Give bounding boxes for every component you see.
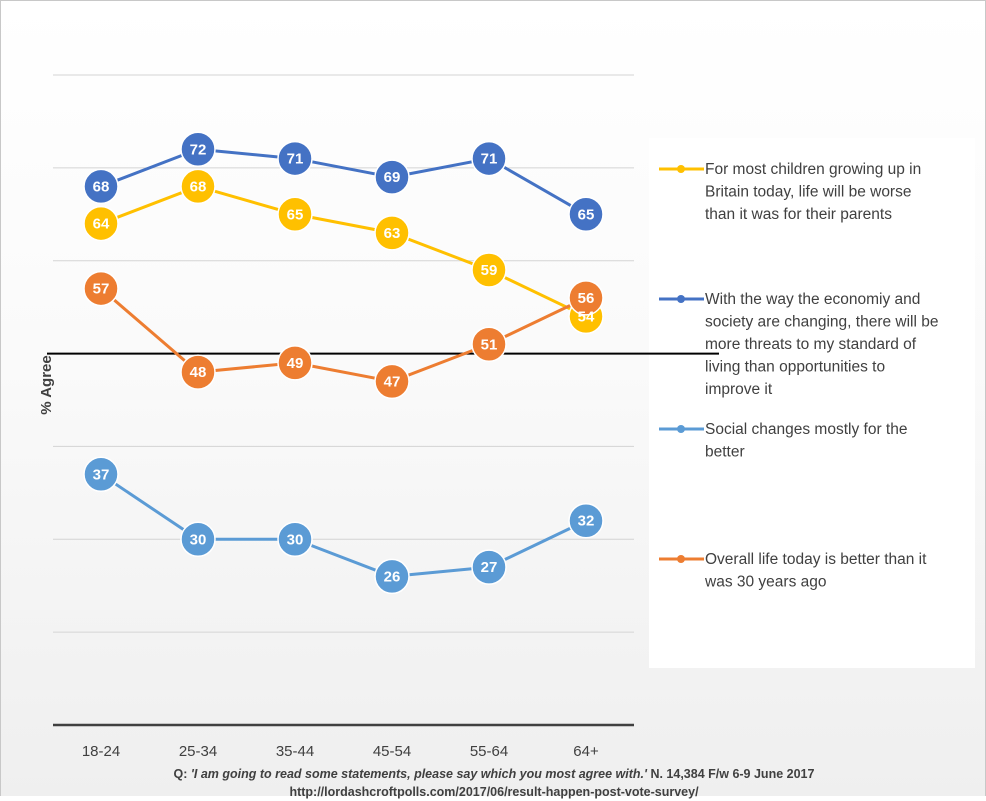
footnote-q-prefix: Q:	[173, 767, 188, 781]
data-label: 49	[287, 355, 304, 372]
x-tick-label: 64+	[573, 743, 599, 760]
legend-entry: Social changes mostly for the better	[659, 421, 907, 461]
data-point	[374, 215, 410, 251]
data-label: 56	[578, 290, 595, 307]
legend-panel	[649, 138, 975, 668]
data-point	[568, 280, 604, 316]
legend-label: was 30 years ago	[704, 574, 827, 591]
data-label: 27	[481, 559, 498, 576]
series-line-2	[100, 147, 587, 216]
data-point	[83, 270, 119, 307]
gridlines	[53, 74, 634, 727]
data-point	[471, 549, 507, 585]
legend-swatch-marker	[677, 425, 685, 433]
legend-label: With the way the economiy and	[705, 291, 920, 308]
data-label: 47	[384, 373, 401, 390]
legend-entry: Overall life today is better than it was …	[659, 551, 927, 591]
data-point	[180, 354, 216, 390]
x-tick-label: 55-64	[470, 743, 508, 760]
data-point	[471, 326, 507, 363]
data-point	[374, 159, 410, 195]
footnote-sample: N. 14,384 F/w 6-9 June 2017	[646, 767, 815, 781]
data-point	[277, 196, 313, 233]
data-label: 37	[93, 466, 110, 483]
y-axis-label: % Agree	[38, 355, 55, 414]
data-point	[471, 252, 507, 288]
data-label: 51	[481, 336, 498, 353]
data-labels: 64 68 65 63 59 54 68 72 71 69 71 65 37 30 30 26 27 32 57 48…	[93, 141, 595, 585]
legend-label: Social changes mostly for the	[705, 421, 907, 438]
footnote-question-line: Q: 'I am going to read some statements, …	[1, 765, 986, 783]
data-label: 54	[578, 308, 595, 325]
data-label: 68	[93, 178, 110, 195]
legend-label: society are changing, there will be	[705, 314, 939, 331]
legend-label: better	[705, 444, 745, 461]
legend-entry: For most children growing up in Britain t…	[659, 161, 921, 223]
data-label: 30	[190, 531, 207, 548]
x-tick-label: 45-54	[373, 743, 411, 760]
data-label: 71	[287, 151, 304, 168]
series-line-3	[100, 473, 587, 578]
legend-swatch-marker	[677, 555, 685, 563]
data-point	[180, 131, 216, 168]
legend-label: Overall life today is better than it	[705, 551, 927, 568]
data-label: 71	[481, 151, 498, 168]
legend-label: improve it	[705, 381, 773, 398]
data-point	[374, 558, 410, 595]
legend-label: living than opportunities to	[705, 359, 885, 376]
data-point	[277, 140, 313, 177]
data-label: 72	[190, 141, 207, 158]
legend-swatch-marker	[677, 295, 685, 303]
footnote-source-url: http://lordashcroftpolls.com/2017/06/res…	[289, 785, 699, 799]
data-points	[83, 131, 604, 595]
legend-entry: With the way the economiy and society are…	[659, 291, 939, 398]
data-label: 32	[578, 513, 595, 530]
legend: For most children growing up in Britain t…	[659, 161, 939, 591]
x-tick-label: 25-34	[179, 743, 217, 760]
legend-label: For most children growing up in	[705, 161, 921, 178]
data-label: 68	[190, 178, 207, 195]
x-axis-ticks: 18-24 25-34 35-44 45-54 55-64 64+	[82, 743, 599, 760]
legend-label: Britain today, life will be worse	[705, 184, 911, 201]
data-label: 65	[578, 206, 595, 223]
legend-swatch-marker	[677, 165, 685, 173]
data-point	[180, 521, 216, 558]
data-point	[471, 140, 507, 177]
data-point	[568, 196, 604, 233]
x-tick-label: 35-44	[276, 743, 314, 760]
series-line-1	[100, 184, 587, 318]
data-point	[83, 456, 119, 493]
data-point	[83, 205, 119, 242]
x-tick-label: 18-24	[82, 743, 120, 760]
data-point	[568, 502, 604, 539]
data-label: 57	[93, 281, 110, 298]
data-label: 30	[287, 531, 304, 548]
data-point	[374, 363, 410, 400]
data-point	[180, 168, 216, 205]
legend-label: more threats to my standard of	[705, 336, 917, 353]
data-label: 63	[384, 225, 401, 242]
data-label: 69	[384, 169, 401, 186]
data-point	[83, 168, 119, 205]
series-line-4	[100, 287, 587, 383]
data-label: 64	[93, 216, 110, 233]
legend-label: than it was for their parents	[705, 206, 892, 223]
data-label: 48	[190, 364, 207, 381]
footnote-question: 'I am going to read some statements, ple…	[187, 767, 647, 781]
data-label: 26	[384, 568, 401, 585]
data-point	[277, 521, 313, 558]
data-label: 59	[481, 262, 498, 279]
data-point	[277, 345, 313, 381]
series-lines	[100, 147, 587, 578]
data-label: 65	[287, 206, 304, 223]
